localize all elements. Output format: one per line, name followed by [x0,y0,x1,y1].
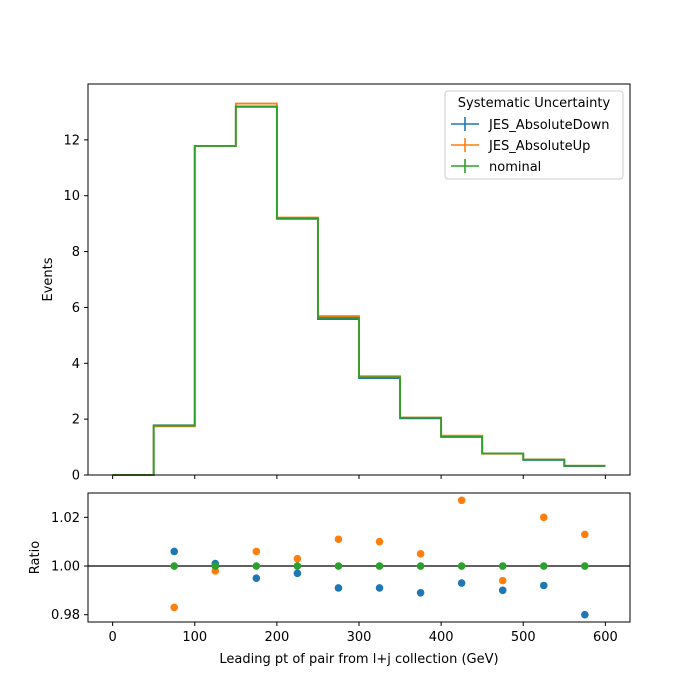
ratio-point-nominal [581,562,589,570]
ratio-point-nominal [211,562,220,570]
ratio-point-jes-absoluteup [457,496,466,505]
main-y-tick-label: 0 [72,469,80,484]
ratio-point-jes-absolutedown [170,547,179,556]
main-y-tick-label: 10 [63,189,80,204]
ratio-point-jes-absolutedown [293,569,302,578]
ratio-point-nominal [334,562,343,570]
ratio-point-nominal [293,562,302,570]
ratio-point-jes-absoluteup [581,530,589,539]
main-y-tick-label: 6 [72,301,80,316]
ratio-point-jes-absolutedown [252,574,261,582]
legend-entry-jes-absolutedown: JES_AbsoluteDown [451,117,609,133]
main-y-tick-label: 2 [72,413,80,428]
ratio-point-nominal [170,562,179,570]
legend-entry-nominal: nominal [451,159,541,175]
x-tick-label: 200 [264,630,289,645]
legend: Systematic Uncertainty JES_AbsoluteDown … [444,90,624,180]
main-y-tick-label: 12 [63,133,80,148]
ratio-point-jes-absolutedown [375,584,384,592]
ratio-panel: 0.98 1.00 1.02 0 100 200 300 400 500 600 Ratio L… [28,492,631,667]
legend-entry-jes-absoluteup: JES_AbsoluteUp [451,138,590,154]
ratio-point-jes-absolutedown [539,581,548,590]
legend-label-jes-absoluteup: JES_AbsoluteUp [488,139,590,154]
ratio-point-nominal [252,562,261,570]
ratio-points-layer [170,496,589,619]
x-tick-label: 0 [108,630,116,645]
ratio-point-jes-absoluteup [170,603,179,612]
ratio-point-jes-absoluteup [375,537,384,546]
main-y-tick-label: 4 [72,357,80,372]
ratio-point-jes-absolutedown [416,588,425,597]
legend-label-jes-absolutedown: JES_AbsoluteDown [488,118,609,133]
ratio-point-nominal [457,562,466,570]
ratio-point-jes-absoluteup [334,535,343,544]
ratio-point-jes-absoluteup [416,550,425,558]
ratio-y-ticks: 0.98 1.00 1.02 [51,511,88,623]
main-x-ticks [112,475,606,479]
legend-box [444,90,624,180]
ratio-point-nominal [498,562,507,570]
ratio-point-nominal [539,562,548,570]
x-tick-label: 100 [182,630,207,645]
legend-label-nominal: nominal [489,160,541,175]
ratio-point-jes-absoluteup [293,554,302,563]
main-panel: 0 2 4 6 8 10 12 Events Systematic Uncertainty … [41,83,631,484]
ratio-y-axis-label: Ratio [28,541,43,574]
x-tick-label: 300 [347,630,372,645]
ratio-point-jes-absoluteup [539,513,548,522]
main-series-layer [112,102,606,476]
ratio-point-nominal [375,562,384,570]
ratio-point-jes-absolutedown [457,579,466,587]
main-y-ticks: 0 2 4 6 8 10 12 [63,133,88,484]
x-tick-label: 500 [511,630,536,645]
ratio-point-jes-absolutedown [334,584,343,592]
ratio-y-tick-label: 0.98 [51,608,80,623]
ratio-x-ticks: 0 100 200 300 400 500 600 [108,622,618,645]
ratio-point-jes-absolutedown [498,586,507,595]
ratio-point-nominal [416,562,425,570]
x-tick-label: 600 [593,630,618,645]
ratio-y-tick-label: 1.02 [51,511,80,526]
ratio-point-jes-absolutedown [581,610,589,619]
main-y-axis-label: Events [41,257,56,301]
x-tick-label: 400 [429,630,454,645]
ratio-y-tick-label: 1.00 [51,560,80,575]
ratio-point-jes-absoluteup [252,547,261,556]
main-y-tick-label: 8 [72,245,80,260]
x-axis-label: Leading pt of pair from l+j collection (… [219,652,498,667]
ratio-point-jes-absoluteup [498,576,507,585]
legend-title: Systematic Uncertainty [458,96,611,111]
series-line-nominal [112,105,606,476]
